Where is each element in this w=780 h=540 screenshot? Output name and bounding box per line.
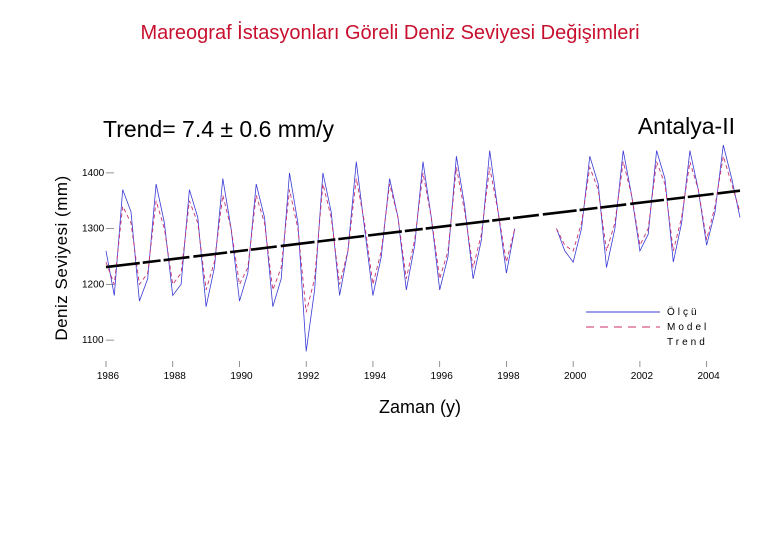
legend-model-label: Model	[667, 322, 709, 333]
y-tick-label: 1200	[82, 279, 105, 290]
series-olcu-line	[105, 150, 516, 352]
legend-trend-label: Trend	[667, 337, 708, 348]
page-title: Mareograf İstasyonları Göreli Deniz Sevi…	[140, 22, 640, 44]
x-tick-label: 1988	[164, 371, 187, 382]
y-axis-label: Deniz Seviyesi (mm)	[52, 175, 71, 340]
y-tick-label: 1300	[82, 224, 105, 235]
y-tick-label: 1400	[82, 168, 105, 179]
legend: Ölçü Model Trend	[586, 306, 709, 348]
series-layer	[105, 144, 741, 352]
x-tick-label: 1994	[364, 371, 387, 382]
legend-trend: Trend	[667, 337, 708, 348]
y-axis-title: Deniz Seviyesi (mm)	[52, 175, 71, 340]
y-tick-labels: 1100 1200 1300 1400	[82, 168, 114, 346]
legend-olcu: Ölçü	[586, 306, 700, 318]
y-tick-label: 1100	[82, 335, 104, 346]
x-tick-label: 2004	[698, 371, 721, 382]
x-tick-label: 2000	[564, 371, 587, 382]
x-tick-labels: 1986 1988 1990 1992 1994 1996 1998 2000 2002 2004	[97, 361, 720, 382]
legend-olcu-label: Ölçü	[667, 306, 700, 318]
x-axis-title: Zaman (y)	[379, 397, 461, 417]
series-model-line	[105, 167, 516, 313]
x-tick-label: 1992	[297, 371, 320, 382]
station-title: Antalya-II	[638, 113, 735, 139]
trend-annotation: Trend= 7.4 ± 0.6 mm/y	[103, 116, 334, 142]
x-tick-label: 1986	[97, 371, 120, 382]
x-tick-label: 1996	[431, 371, 454, 382]
x-tick-label: 1990	[230, 371, 253, 382]
series-model-line	[556, 156, 741, 252]
legend-model: Model	[586, 322, 709, 333]
x-tick-label: 2002	[631, 371, 654, 382]
x-tick-label: 1998	[497, 371, 520, 382]
trend-line	[105, 189, 741, 269]
series-olcu-line	[556, 144, 741, 268]
